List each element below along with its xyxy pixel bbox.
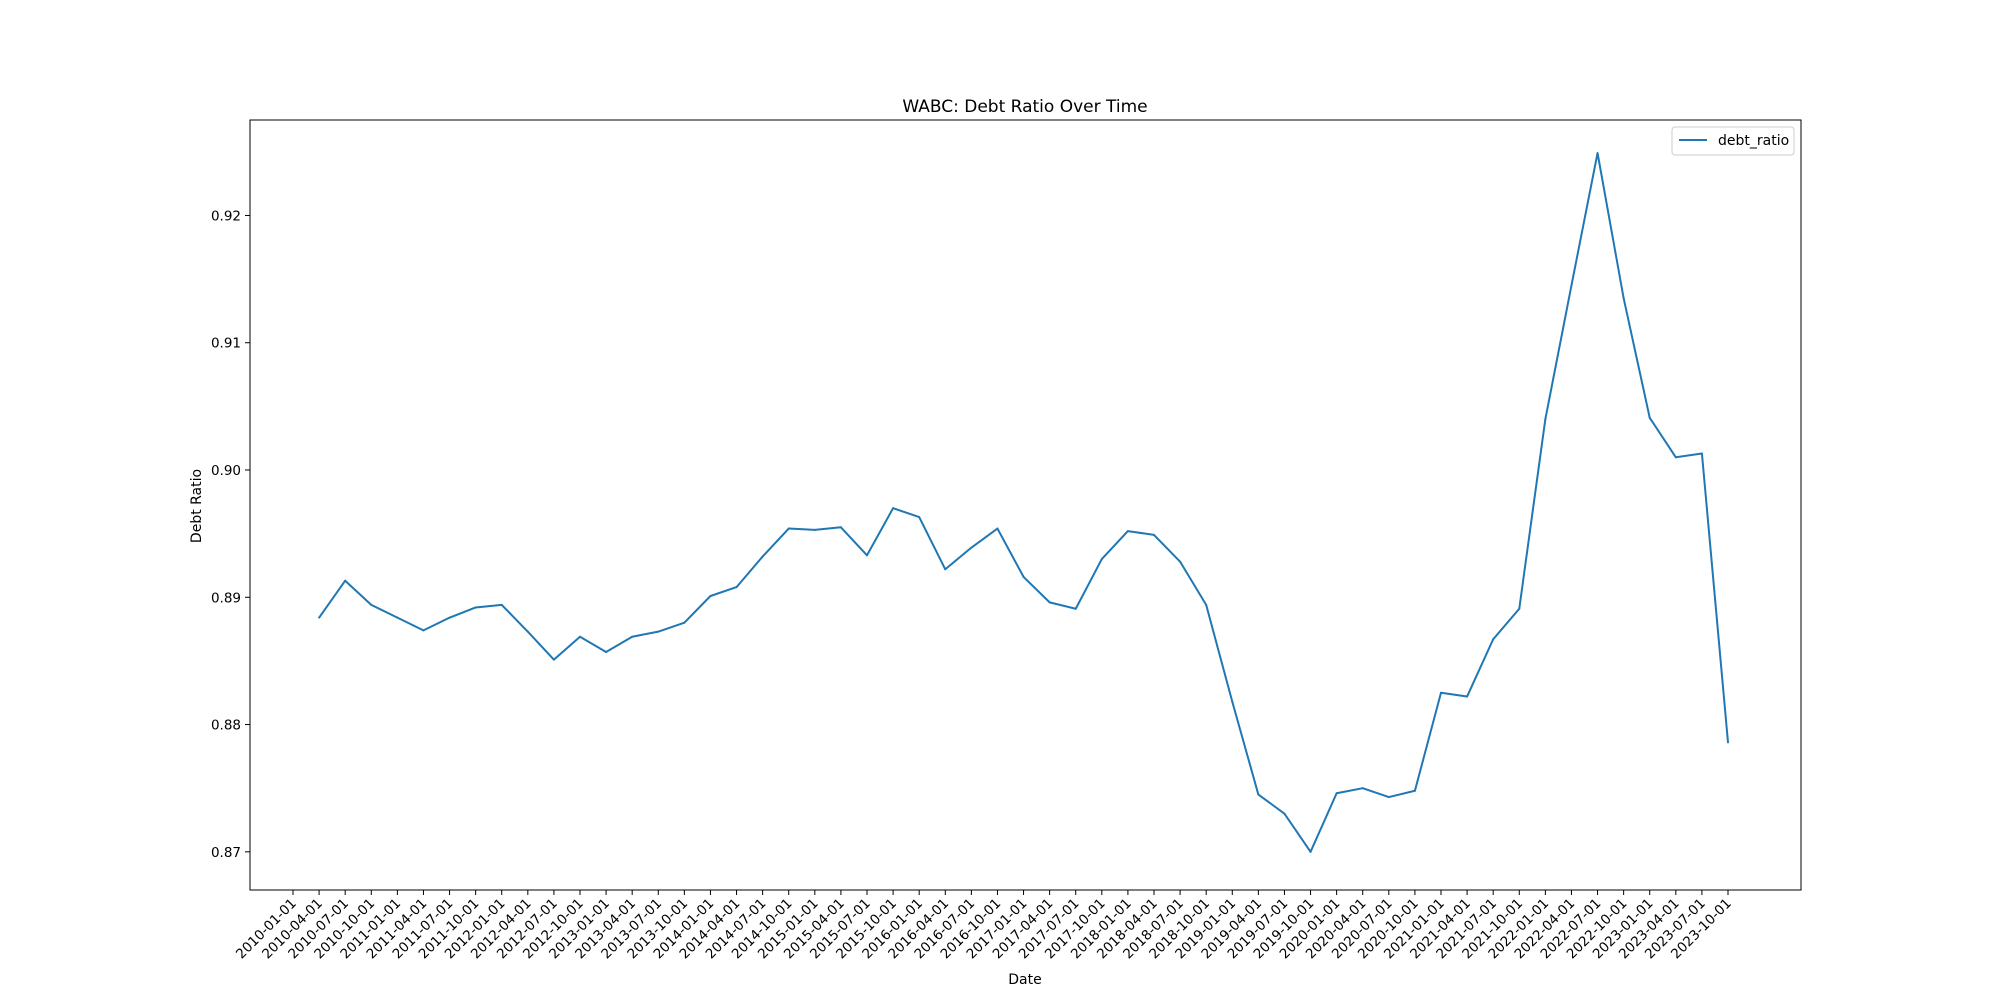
data-point — [318, 616, 321, 619]
data-point — [448, 616, 451, 619]
legend-box — [1671, 126, 1795, 156]
data-point — [631, 635, 634, 638]
data-point — [1100, 558, 1103, 561]
y-tick-label: 0.92 — [211, 208, 241, 224]
data-point — [1309, 850, 1312, 853]
y-axis: 0.87 0.88 0.89 0.90 0.91 0.92 — [211, 208, 250, 861]
data-point — [474, 606, 477, 609]
data-point — [422, 629, 425, 632]
data-point — [1544, 418, 1547, 421]
data-point — [1153, 533, 1155, 536]
data-point — [944, 568, 947, 571]
data-point — [1518, 607, 1521, 610]
data-point — [1231, 700, 1234, 703]
y-tick-label: 0.91 — [211, 336, 241, 352]
data-point — [579, 635, 581, 638]
data-point — [1622, 297, 1625, 300]
data-point — [1335, 792, 1338, 795]
data-point — [1440, 691, 1442, 694]
data-point — [1413, 789, 1416, 792]
y-tick-label: 0.88 — [211, 718, 241, 734]
data-point — [1596, 152, 1599, 155]
x-axis: 2010-01-012010-04-012010-07-012010-10-01… — [233, 890, 1735, 962]
data-point — [866, 554, 868, 557]
y-tick-label: 0.90 — [211, 463, 241, 479]
data-point — [370, 603, 373, 606]
data-point — [1126, 530, 1129, 533]
data-point — [1179, 560, 1182, 563]
x-axis-label: Date — [1008, 972, 1041, 988]
chart-title: WABC: Debt Ratio Over Time — [902, 97, 1147, 117]
data-point — [1387, 796, 1390, 799]
data-point — [552, 658, 555, 661]
data-point — [892, 507, 895, 510]
data-point — [500, 603, 503, 606]
data-point — [1466, 695, 1469, 698]
plot-frame — [249, 119, 1802, 891]
data-point — [1074, 607, 1077, 610]
y-axis-label: Debt Ratio — [189, 469, 205, 543]
data-point — [761, 555, 764, 558]
data-point — [683, 621, 686, 624]
data-point — [1048, 601, 1051, 604]
data-point — [787, 527, 790, 530]
data-point — [918, 516, 921, 519]
data-point — [526, 630, 529, 633]
data-point — [1361, 787, 1364, 790]
data-point — [970, 546, 973, 549]
data-point — [1570, 284, 1573, 287]
data-point — [396, 616, 399, 619]
plot-area — [249, 119, 1802, 891]
data-point — [344, 579, 347, 582]
data-point — [1022, 575, 1025, 578]
data-point — [1700, 452, 1703, 455]
data-point — [1727, 741, 1729, 744]
legend-label-debt-ratio: debt_ratio — [1718, 133, 1789, 149]
data-point — [1674, 456, 1677, 459]
data-point — [735, 586, 738, 589]
data-point — [1648, 416, 1651, 419]
y-tick-label: 0.89 — [211, 590, 241, 606]
data-point — [1257, 793, 1260, 796]
data-point — [839, 526, 842, 529]
series-layer — [318, 152, 1729, 853]
y-tick-label: 0.87 — [211, 845, 241, 861]
data-point — [1205, 603, 1208, 606]
data-point — [1492, 638, 1495, 641]
data-point — [1283, 812, 1286, 815]
data-point — [657, 630, 660, 633]
data-point — [996, 527, 999, 530]
legend: debt_ratio — [1671, 126, 1795, 156]
data-point — [605, 651, 608, 653]
data-point — [813, 528, 816, 531]
data-point — [709, 595, 712, 597]
